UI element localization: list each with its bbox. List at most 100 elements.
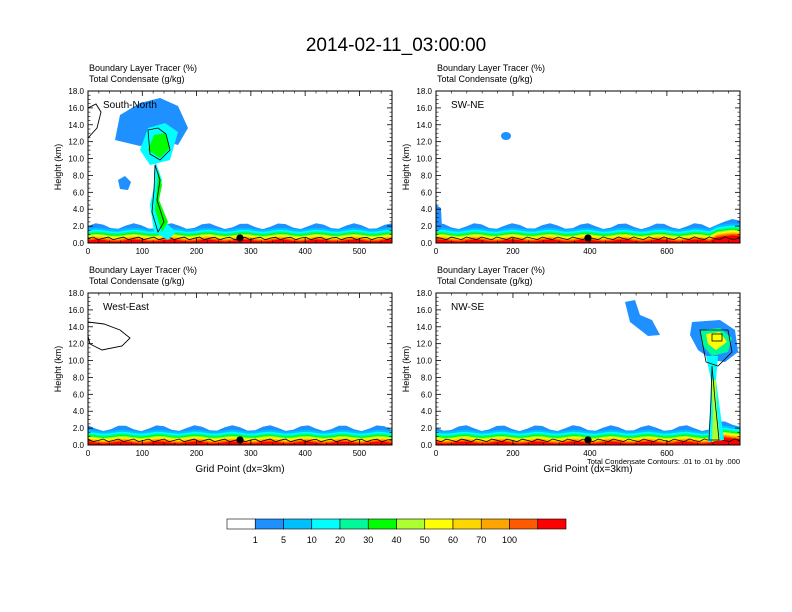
x-tick-label: 500 bbox=[353, 449, 367, 458]
condensate-contour bbox=[151, 164, 165, 233]
cloud-patch bbox=[436, 205, 442, 232]
panel-label: West-East bbox=[103, 302, 149, 313]
x-tick-label: 600 bbox=[660, 449, 674, 458]
location-marker bbox=[236, 436, 244, 444]
panel-title-line2: Total Condensate (g/kg) bbox=[89, 74, 185, 84]
colorbar-label: 40 bbox=[391, 535, 401, 545]
x-tick-label: 400 bbox=[298, 247, 312, 256]
y-tick-label: 18.0 bbox=[68, 87, 84, 96]
y-axis-label: Height (km) bbox=[401, 346, 411, 393]
panels: 0.0 2.0 4.0 6.0 8.0 10.0 12.0 14.0 16.0 18.0 0 100 2… bbox=[53, 63, 741, 475]
x-tick-label: 200 bbox=[190, 247, 204, 256]
y-tick-label: 16.0 bbox=[416, 104, 432, 113]
x-tick-label: 100 bbox=[136, 247, 150, 256]
y-tick-label: 2.0 bbox=[73, 222, 85, 231]
figure-title: 2014-02-11_03:00:00 bbox=[306, 35, 486, 56]
panel-label: South-North bbox=[103, 100, 157, 111]
x-tick-label: 200 bbox=[506, 449, 520, 458]
tracer-band bbox=[436, 437, 740, 445]
colorbar-swatch bbox=[283, 518, 313, 530]
panel-top-right: 0.0 2.0 4.0 6.0 8.0 10.0 12.0 14.0 16.0 18.0 0 200 4… bbox=[401, 63, 741, 256]
x-tick-label: 200 bbox=[190, 449, 204, 458]
y-tick-label: 12.0 bbox=[416, 340, 432, 349]
y-tick-label: 10.0 bbox=[68, 357, 84, 366]
condensate-contour bbox=[708, 365, 720, 441]
y-tick-label: 18.0 bbox=[416, 289, 432, 298]
contour-label-box bbox=[711, 333, 723, 342]
location-marker bbox=[236, 234, 244, 242]
plume-stem-inner bbox=[155, 170, 168, 232]
y-tick-label: 14.0 bbox=[68, 121, 84, 130]
y-tick-label: 12.0 bbox=[68, 138, 84, 147]
y-tick-label: 4.0 bbox=[73, 205, 85, 214]
colorbar-swatch bbox=[480, 518, 510, 530]
cloud-contour bbox=[88, 321, 131, 351]
y-tick-label: 8.0 bbox=[73, 373, 85, 382]
y-tick-label: 8.0 bbox=[421, 171, 433, 180]
x-tick-label: 200 bbox=[506, 247, 520, 256]
plot-frame bbox=[87, 292, 393, 446]
cloud-contour bbox=[88, 103, 102, 139]
x-tick-label: 300 bbox=[244, 449, 258, 458]
colorbar-label: 100 bbox=[502, 535, 517, 545]
x-tick-label: 400 bbox=[583, 449, 597, 458]
y-tick-label: 10.0 bbox=[416, 357, 432, 366]
y-axis-label: Height (km) bbox=[53, 144, 63, 191]
cloud-patch bbox=[625, 300, 660, 336]
x-tick-label: 300 bbox=[244, 247, 258, 256]
colorbar-swatch bbox=[311, 518, 341, 530]
x-tick-label: 0 bbox=[86, 247, 91, 256]
colorbar-swatch bbox=[452, 518, 482, 530]
y-tick-label: 12.0 bbox=[416, 138, 432, 147]
y-tick-label: 8.0 bbox=[73, 171, 85, 180]
plot-frame bbox=[435, 292, 741, 446]
condensate-contour bbox=[147, 127, 171, 161]
panel-title-line2: Total Condensate (g/kg) bbox=[437, 74, 533, 84]
plot-frame bbox=[435, 90, 741, 244]
cloud-patch bbox=[118, 176, 131, 190]
x-axis-label: Grid Point (dx=3km) bbox=[195, 464, 284, 475]
plume-core-inner bbox=[148, 133, 170, 158]
y-tick-label: 0.0 bbox=[421, 441, 433, 450]
y-tick-label: 16.0 bbox=[416, 306, 432, 315]
y-tick-label: 8.0 bbox=[421, 373, 433, 382]
y-tick-label: 2.0 bbox=[421, 424, 433, 433]
colorbar-swatch bbox=[537, 518, 567, 530]
colorbar-swatch bbox=[254, 518, 284, 530]
x-tick-label: 600 bbox=[660, 247, 674, 256]
y-tick-label: 6.0 bbox=[73, 390, 85, 399]
y-tick-label: 14.0 bbox=[416, 323, 432, 332]
x-tick-label: 0 bbox=[434, 449, 439, 458]
y-tick-label: 2.0 bbox=[421, 222, 433, 231]
y-tick-label: 0.0 bbox=[73, 441, 85, 450]
cloud-patch bbox=[501, 132, 511, 140]
x-tick-label: 400 bbox=[298, 449, 312, 458]
panel-bottom-left: 0.0 2.0 4.0 6.0 8.0 10.0 12.0 14.0 16.0 18.0 0 100 2… bbox=[53, 265, 393, 475]
y-axis-label: Height (km) bbox=[53, 346, 63, 393]
y-tick-label: 18.0 bbox=[68, 289, 84, 298]
panel-label: SW-NE bbox=[451, 100, 484, 111]
panel-bottom-right: 0.0 2.0 4.0 6.0 8.0 10.0 12.0 14.0 16.0 18.0 0 200 4… bbox=[401, 265, 741, 475]
colorbar-label: 1 bbox=[253, 535, 258, 545]
colorbar-label: 70 bbox=[476, 535, 486, 545]
panel-title-line2: Total Condensate (g/kg) bbox=[437, 276, 533, 286]
x-tick-label: 400 bbox=[583, 247, 597, 256]
panel-title-line2: Total Condensate (g/kg) bbox=[89, 276, 185, 286]
x-tick-label: 0 bbox=[86, 449, 91, 458]
y-tick-label: 0.0 bbox=[421, 239, 433, 248]
location-marker bbox=[584, 234, 592, 242]
colorbar-swatch bbox=[339, 518, 369, 530]
colorbar-swatch bbox=[367, 518, 397, 530]
y-tick-label: 4.0 bbox=[421, 407, 433, 416]
y-tick-label: 14.0 bbox=[68, 323, 84, 332]
colorbar-label: 50 bbox=[420, 535, 430, 545]
condensate-contour bbox=[699, 329, 733, 367]
colorbar-swatch bbox=[424, 518, 454, 530]
colorbar: 1 5 10 20 30 40 50 60 70 100 bbox=[226, 518, 567, 545]
colorbar-swatch bbox=[509, 518, 539, 530]
x-tick-label: 0 bbox=[434, 247, 439, 256]
colorbar-label: 5 bbox=[281, 535, 286, 545]
colorbar-swatch bbox=[226, 518, 256, 530]
colorbar-label: 20 bbox=[335, 535, 345, 545]
colorbar-label: 60 bbox=[448, 535, 458, 545]
